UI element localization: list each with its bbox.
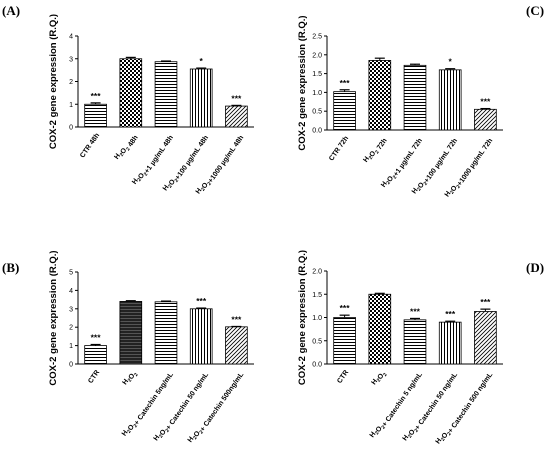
category-label: H2O2: [121, 369, 139, 389]
y-tick-label: 2.0: [312, 52, 322, 59]
category-label: H2O2 48h: [113, 132, 139, 163]
significance-label: *: [200, 56, 204, 66]
significance-label: ***: [340, 303, 351, 313]
y-tick-label: 2.0: [312, 269, 322, 276]
bar: [474, 108, 497, 131]
category-label: H2O2+ Catechin 500 ng/mL: [435, 369, 495, 448]
y-tick-label: 2: [69, 79, 73, 86]
category-label: CTR: [336, 369, 350, 385]
significance-label: ***: [231, 314, 242, 324]
y-tick-label: 2.5: [312, 34, 322, 41]
bar: [403, 64, 427, 131]
chart-c: 0.0 0.5 1.0 1.5 2.0 2.5 COX-2 gene expression …: [297, 15, 503, 198]
y-tick-label: 1.5: [312, 292, 322, 299]
y-axis-label-a: COX-2 gene expression (R.Q.): [48, 14, 59, 149]
y-tick-label: 4: [69, 34, 73, 41]
significance-label: ***: [231, 93, 242, 103]
category-label: H2O2: [370, 369, 388, 389]
bar: [119, 301, 143, 365]
bar: [368, 293, 392, 365]
chart-d: 0.0 0.5 1.0 1.5 2.0 COX-2 gene expression (R.…: [297, 250, 503, 448]
y-tick-label: 1.0: [312, 315, 322, 322]
significance-label: ***: [196, 296, 207, 306]
significance-label: ***: [445, 309, 456, 319]
y-axis-label-c: COX-2 gene expression (R.Q.): [297, 15, 308, 150]
chart-a: 0 1 2 3 4 COX-2 gene expression (R.Q.) *** CTR …: [48, 14, 254, 195]
category-label: CTR 72h: [328, 135, 350, 162]
y-tick-label: 5: [69, 270, 73, 277]
y-axis-label-d: COX-2 gene expression (R.Q.): [297, 250, 308, 385]
significance-label: ***: [91, 332, 102, 342]
significance-label: ***: [410, 306, 421, 316]
bar: [84, 103, 107, 128]
category-label: CTR: [87, 369, 101, 385]
y-tick-label: 3: [69, 306, 73, 313]
significance-label: ***: [340, 78, 351, 88]
bar: [189, 68, 213, 128]
bar: [368, 60, 392, 131]
y-tick-label: 1.0: [312, 90, 322, 97]
y-tick-label: 0.5: [312, 109, 322, 116]
significance-label: *: [449, 57, 453, 67]
significance-label: ***: [480, 97, 491, 107]
y-tick-label: 0: [69, 125, 73, 132]
y-axis-label-b: COX-2 gene expression (R.Q.): [48, 250, 59, 385]
bar: [438, 69, 462, 131]
bar: [403, 319, 427, 365]
bar: [474, 311, 497, 365]
y-tick-label: 0: [69, 362, 73, 369]
y-tick-label: 1: [69, 102, 73, 109]
y-tick-label: 0.0: [312, 128, 322, 135]
y-tick-label: 1: [69, 343, 73, 350]
y-tick-label: 1.5: [312, 71, 322, 78]
panel-label-d: (D): [526, 260, 544, 275]
category-label: H2O2 72h: [362, 135, 388, 166]
bar: [189, 308, 213, 365]
bar: [84, 345, 107, 365]
bar: [438, 321, 462, 365]
panel-label-a: (A): [2, 3, 20, 18]
category-label: CTR 48h: [79, 132, 101, 159]
y-tick-label: 3: [69, 56, 73, 63]
bar: [119, 58, 143, 128]
bar: [333, 91, 356, 131]
y-tick-label: 0.0: [312, 362, 322, 369]
chart-b: 0 1 2 3 4 5 COX-2 gene expression (R.Q.) *** CTR…: [48, 250, 254, 447]
bar: [154, 301, 178, 365]
bar: [333, 317, 356, 365]
y-tick-label: 0.5: [312, 338, 322, 345]
panel-label-c: (C): [526, 3, 544, 18]
bar: [154, 61, 178, 128]
bar: [225, 105, 248, 128]
panel-label-b: (B): [2, 260, 19, 275]
significance-label: ***: [91, 91, 102, 101]
y-tick-label: 4: [69, 288, 73, 295]
bar: [225, 326, 248, 365]
y-tick-label: 2: [69, 325, 73, 332]
significance-label: ***: [480, 297, 491, 307]
category-label: H2O2+ Catechin 500ng/mL: [187, 369, 246, 447]
